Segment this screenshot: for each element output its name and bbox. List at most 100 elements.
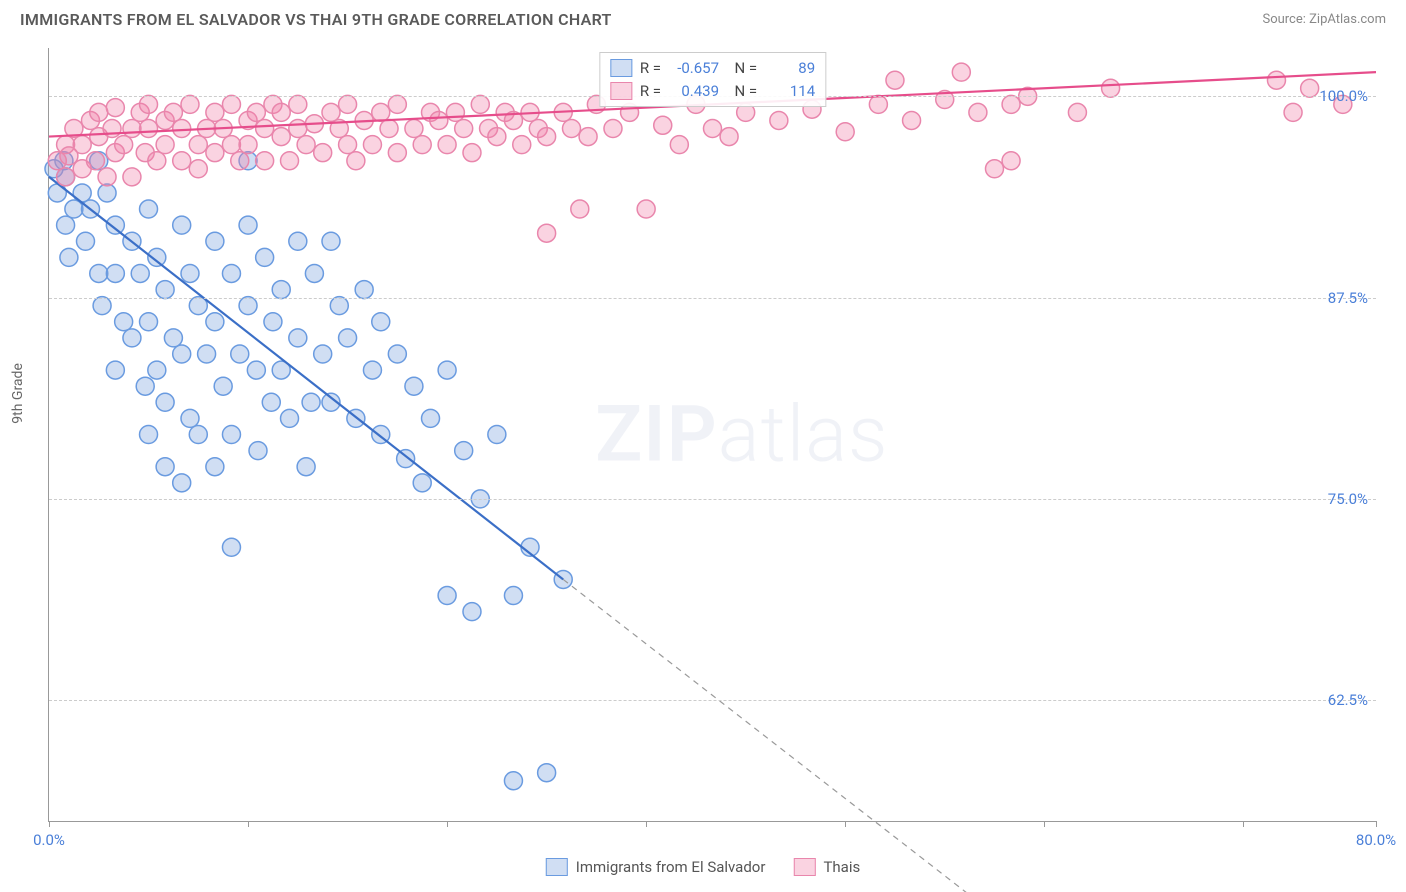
correlation-legend: R = -0.657 N = 89R = 0.439 N = 114 [599,52,826,107]
scatter-point [1301,79,1319,97]
scatter-point [538,764,556,782]
legend-n-label: N = [727,57,757,80]
scatter-point [1002,95,1020,113]
scatter-point [239,136,257,154]
scatter-point [272,103,290,121]
scatter-point [446,103,464,121]
scatter-point [339,95,357,113]
scatter-point [57,168,75,186]
legend-r-value: 0.439 [669,80,719,103]
scatter-point [65,200,83,218]
scatter-point [405,377,423,395]
scatter-point [164,103,182,121]
scatter-point [222,264,240,282]
legend-r-value: -0.657 [669,57,719,80]
x-tick-mark [845,821,846,827]
scatter-point [363,136,381,154]
scatter-point [1002,152,1020,170]
x-tick-mark [1044,821,1045,827]
scatter-point [347,152,365,170]
scatter-point [438,587,456,605]
scatter-point [380,120,398,138]
legend-r-label: R = [640,80,661,103]
scatter-point [98,168,116,186]
scatter-point [90,103,108,121]
legend-n-value: 114 [765,80,815,103]
scatter-point [206,144,224,162]
scatter-point [314,144,332,162]
scatter-point [571,200,589,218]
scatter-point [222,426,240,444]
scatter-point [413,474,431,492]
scatter-point [106,99,124,117]
scatter-point [314,345,332,363]
scatter-point [463,603,481,621]
scatter-point [106,264,124,282]
scatter-point [322,232,340,250]
scatter-point [60,248,78,266]
scatter-point [289,232,307,250]
scatter-point [272,128,290,146]
scatter-point [123,120,141,138]
scatter-point [140,313,158,331]
scatter-point [206,103,224,121]
scatter-point [339,329,357,347]
scatter-point [189,160,207,178]
scatter-point [297,136,315,154]
plot-region: ZIPatlas R =-0.657 N =89R =0.439 N =114 … [48,48,1376,822]
scatter-point [903,111,921,129]
scatter-point [131,264,149,282]
scatter-point [504,772,522,790]
scatter-point [471,95,489,113]
scatter-point [513,136,531,154]
scatter-point [438,136,456,154]
legend-swatch [610,59,632,77]
scatter-point [164,329,182,347]
y-axis-label: 9th Grade [10,363,26,424]
legend-row: R = -0.657 N = 89 [610,57,815,80]
bottom-legend-label: Immigrants from El Salvador [576,858,766,876]
scatter-point [181,95,199,113]
scatter-point [86,152,104,170]
x-tick-mark [447,821,448,827]
scatter-point [504,587,522,605]
scatter-point [231,152,249,170]
scatter-point [156,393,174,411]
scatter-point [704,120,722,138]
scatter-point [247,361,265,379]
scatter-point [115,136,133,154]
legend-row: R =0.439 N =114 [610,80,815,103]
x-tick-mark [1376,821,1377,827]
bottom-legend-item: Thais [793,858,860,876]
scatter-point [538,128,556,146]
scatter-point [281,409,299,427]
x-tick-mark [1243,821,1244,827]
scatter-point [563,120,581,138]
scatter-point [264,313,282,331]
scatter-point [115,313,133,331]
scatter-point [148,152,166,170]
chart-area: ZIPatlas R =-0.657 N =89R =0.439 N =114 … [48,48,1376,822]
scatter-point [488,426,506,444]
scatter-point [206,313,224,331]
scatter-point [57,216,75,234]
source-label: Source: ZipAtlas.com [1262,12,1386,27]
scatter-point [189,136,207,154]
legend-r-label: R = [640,57,661,80]
chart-title: IMMIGRANTS FROM EL SALVADOR VS THAI 9TH … [20,10,612,29]
scatter-point [1284,103,1302,121]
y-tick-label: 62.5% [1328,691,1368,709]
scatter-svg [49,48,1376,821]
scatter-point [289,329,307,347]
scatter-point [455,442,473,460]
scatter-point [222,95,240,113]
scatter-point [181,409,199,427]
scatter-point [106,361,124,379]
scatter-point [214,377,232,395]
scatter-point [405,120,423,138]
legend-n-value: 89 [765,57,815,80]
scatter-point [985,160,1003,178]
scatter-point [388,144,406,162]
scatter-point [48,184,66,202]
scatter-point [256,152,274,170]
